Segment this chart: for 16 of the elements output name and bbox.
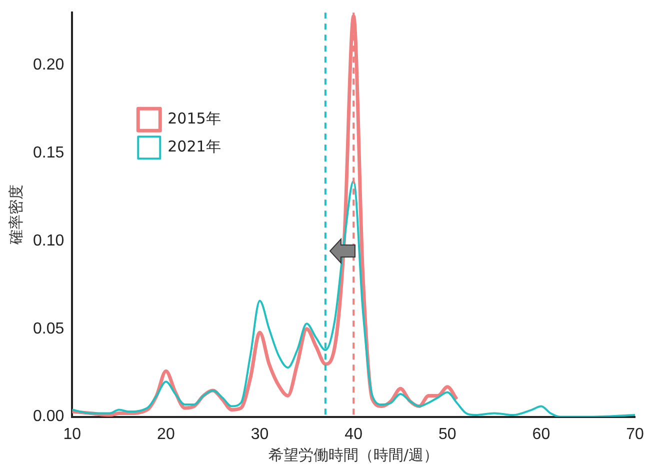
y-tick-label: 0.00 bbox=[33, 408, 64, 426]
y-tick-label: 0.10 bbox=[33, 232, 64, 250]
y-tick-label: 0.15 bbox=[33, 144, 64, 162]
x-tick-label: 40 bbox=[344, 426, 363, 443]
legend-label: 2015年 bbox=[168, 109, 221, 128]
x-tick-label: 20 bbox=[157, 426, 175, 443]
x-tick-label: 50 bbox=[438, 426, 456, 443]
x-tick-label: 10 bbox=[63, 426, 82, 443]
y-tick-label: 0.20 bbox=[33, 56, 64, 74]
x-tick-label: 30 bbox=[250, 426, 269, 443]
legend-label: 2021年 bbox=[168, 137, 221, 156]
y-tick-label: 0.05 bbox=[33, 320, 64, 338]
y-axis-title: 確率密度 bbox=[6, 184, 25, 246]
x-axis-title: 希望労働時間（時間/週） bbox=[268, 446, 439, 464]
x-tick-label: 70 bbox=[626, 426, 644, 443]
x-tick-label: 60 bbox=[532, 426, 550, 443]
